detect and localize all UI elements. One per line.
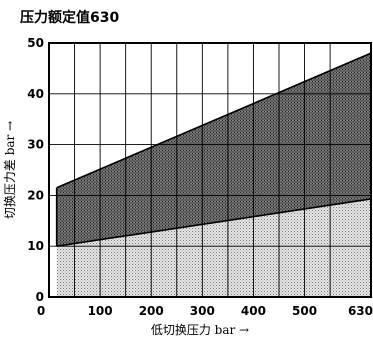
upper-area xyxy=(56,53,372,247)
plot-frame xyxy=(48,42,372,298)
x-axis-label: 低切换压力 bar → xyxy=(151,323,249,337)
y-tick-label: 40 xyxy=(27,87,44,101)
x-tick-label: 300 xyxy=(190,304,215,318)
boundary-lines xyxy=(55,52,372,247)
x-tick-labels: 0 100 200 300 400 500 630 xyxy=(37,304,373,318)
y-tick-label: 0 xyxy=(36,290,44,304)
y-tick-labels: 0 10 20 30 40 50 xyxy=(27,36,44,304)
x-tick-label: 400 xyxy=(241,304,266,318)
x-tick-label: 0 xyxy=(37,304,45,318)
lower-boundary-line xyxy=(56,198,372,247)
x-tick-label: 630 xyxy=(348,304,373,318)
x-tick-label: 200 xyxy=(139,304,164,318)
area-layer xyxy=(49,53,372,297)
chart-title: 压力额定值630 xyxy=(20,9,119,26)
upper-boundary-line xyxy=(56,52,372,189)
y-tick-label: 50 xyxy=(27,36,44,50)
y-tick-label: 30 xyxy=(27,138,44,152)
y-axis-label: 切换压力差 bar → xyxy=(3,121,17,219)
x-tick-label: 100 xyxy=(88,304,113,318)
y-tick-label: 20 xyxy=(27,188,44,202)
y-tick-label: 10 xyxy=(27,239,44,253)
lower-area xyxy=(49,198,371,297)
x-tick-label: 500 xyxy=(292,304,317,318)
